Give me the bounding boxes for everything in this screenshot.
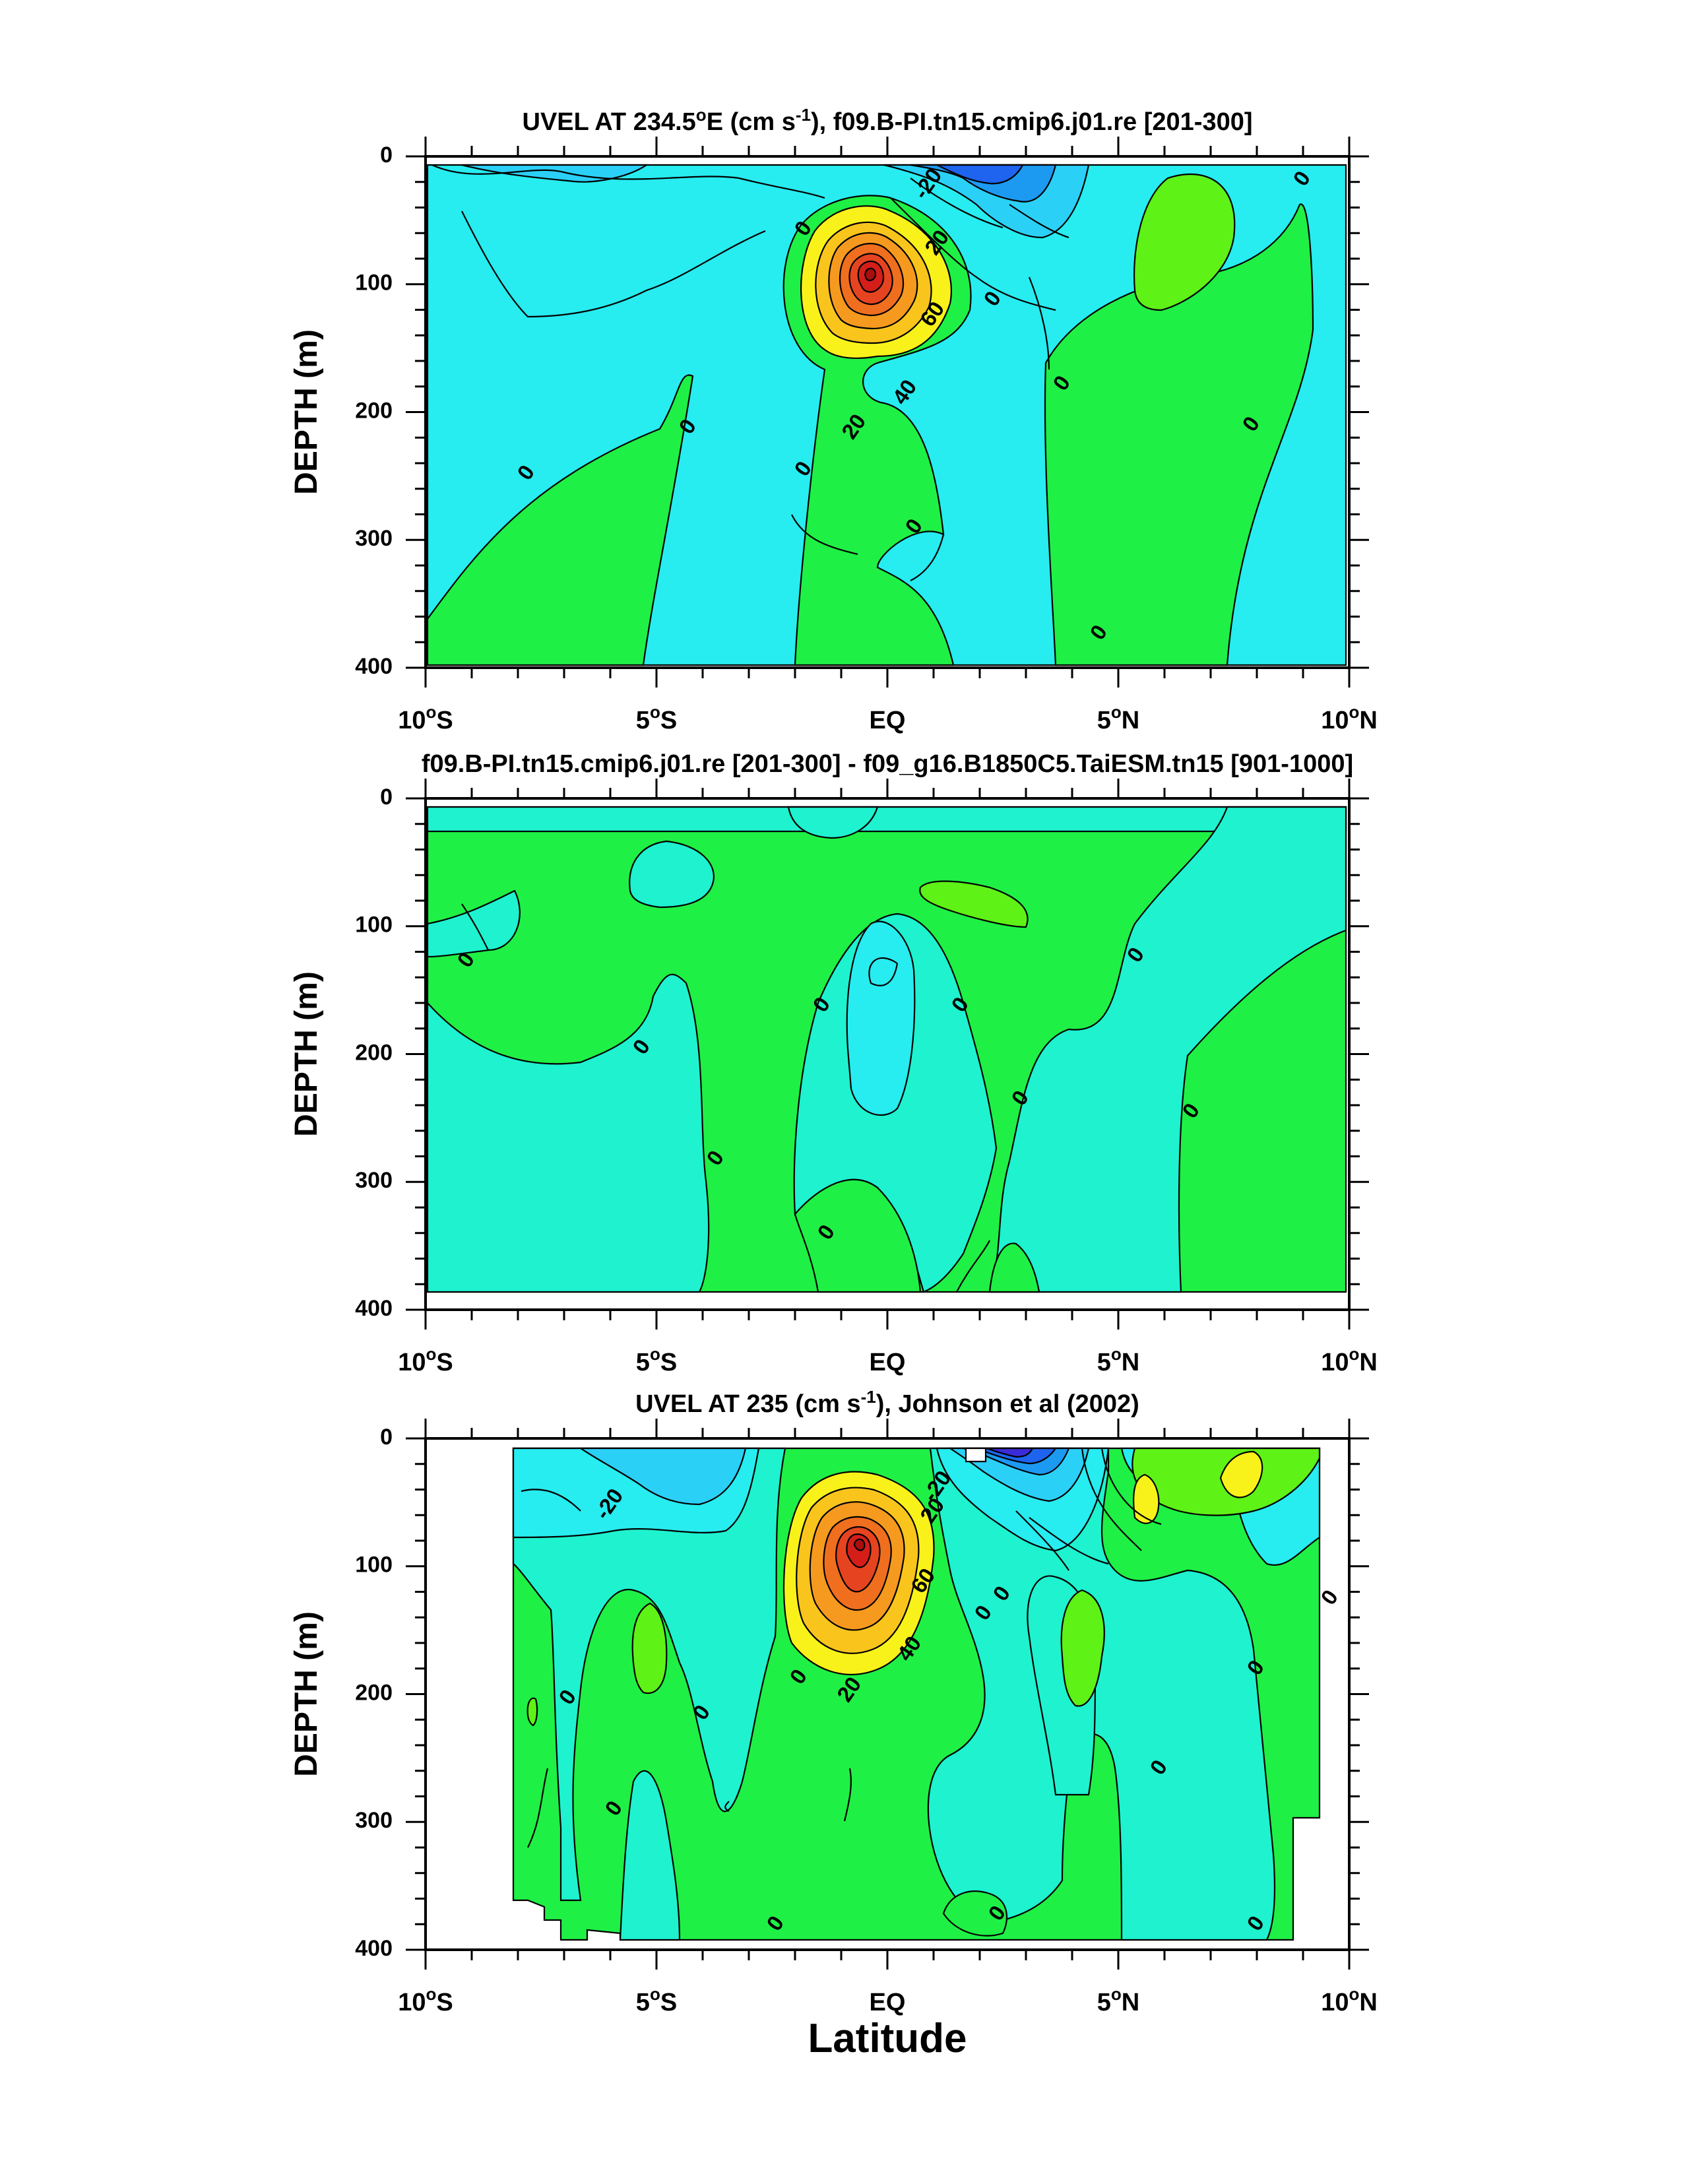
y-tick-label: 0	[380, 143, 393, 168]
panel-title: UVEL AT 234.5oE (cm s-1), f09.B-PI.tn15.…	[523, 105, 1253, 136]
contour-line	[461, 903, 489, 951]
y-tick-label: 200	[355, 398, 393, 423]
y-tick-label: 300	[355, 1168, 393, 1193]
y-axis-label: DEPTH (m)	[289, 1611, 324, 1777]
y-tick-label: 400	[355, 1296, 393, 1321]
contour-line	[910, 177, 1004, 229]
contour-band	[919, 880, 1029, 928]
contour-line	[1029, 1517, 1109, 1565]
contour-line	[461, 210, 766, 318]
contour-band	[965, 1447, 987, 1463]
x-tick-label: 10oN	[1321, 1984, 1378, 2016]
contour-band	[864, 267, 877, 282]
contour-band	[988, 806, 1347, 1293]
contour-line	[521, 1489, 581, 1512]
panel-title: UVEL AT 235 (cm s-1), Johnson et al (200…	[635, 1387, 1139, 1418]
contour-line	[868, 957, 899, 986]
contour-band	[787, 806, 879, 839]
contour-band	[910, 164, 1057, 203]
contour-line	[890, 197, 1056, 311]
x-tick-label: 5oN	[1097, 1984, 1139, 2016]
x-tick-label: EQ	[870, 1349, 906, 1376]
y-tick-label: 100	[355, 913, 393, 938]
x-tick-label: 10oS	[398, 1984, 453, 2016]
contour-band	[986, 1447, 1034, 1458]
contour-band	[853, 1538, 866, 1551]
contour-line	[1081, 1448, 1142, 1551]
contour-line	[956, 1240, 990, 1293]
contour-band	[794, 1178, 922, 1293]
y-tick-label: 400	[355, 1936, 393, 1961]
contour-line	[1028, 276, 1050, 370]
x-tick-label: EQ	[870, 1989, 906, 2016]
y-tick-label: 300	[355, 526, 393, 551]
contour-band	[1133, 1473, 1160, 1524]
x-tick-label: 5oS	[636, 702, 677, 734]
contour-band	[1219, 1450, 1263, 1498]
contour-line	[431, 164, 825, 199]
x-tick-label: 10oS	[398, 702, 453, 734]
contour-band	[526, 1697, 538, 1727]
x-tick-label: 5oS	[636, 1344, 677, 1376]
x-tick-label: EQ	[870, 707, 906, 734]
contour-band	[629, 840, 715, 909]
contour-line	[1009, 204, 1069, 239]
contour-line	[527, 1768, 549, 1848]
x-tick-label: 10oS	[398, 1344, 453, 1376]
y-tick-label: 300	[355, 1808, 393, 1833]
contour-line	[1015, 1510, 1069, 1571]
contour-band	[578, 1447, 747, 1506]
contour-line	[843, 1768, 852, 1822]
contour-line	[791, 514, 858, 556]
y-axis-label: DEPTH (m)	[289, 971, 324, 1137]
y-tick-label: 100	[355, 271, 393, 296]
contour-band	[619, 1770, 681, 1941]
contour-band	[846, 920, 916, 1116]
y-tick-label: 0	[380, 785, 393, 810]
contour-band	[1133, 173, 1236, 311]
x-tick-label: 5oN	[1097, 1344, 1139, 1376]
y-tick-label: 0	[380, 1425, 393, 1450]
x-axis-label: Latitude	[808, 2016, 967, 2061]
y-tick-label: 200	[355, 1680, 393, 1705]
contour-band	[426, 973, 710, 1293]
contour-band	[1060, 1589, 1105, 1707]
panel-title: f09.B-PI.tn15.cmip6.j01.re [201-300] - f…	[422, 750, 1353, 778]
contour-line	[910, 534, 945, 581]
y-axis-label: DEPTH (m)	[289, 329, 324, 495]
y-tick-label: 400	[355, 654, 393, 679]
contour-band	[936, 164, 1024, 185]
x-tick-label: 10oN	[1321, 1344, 1378, 1376]
contour-band	[942, 1890, 1008, 1937]
contour-band	[426, 374, 694, 666]
contour-band	[512, 1447, 786, 1902]
contour-line	[724, 1801, 730, 1812]
y-tick-label: 200	[355, 1040, 393, 1065]
x-tick-label: 5oS	[636, 1984, 677, 2016]
contour-band	[1044, 203, 1314, 666]
contour-band	[426, 806, 1347, 833]
x-tick-label: 5oN	[1097, 702, 1139, 734]
contour-band	[988, 1242, 1040, 1293]
contour-line	[1100, 1448, 1162, 1526]
y-tick-label: 100	[355, 1553, 393, 1578]
contour-band	[631, 1602, 668, 1694]
x-tick-label: 10oN	[1321, 702, 1378, 734]
